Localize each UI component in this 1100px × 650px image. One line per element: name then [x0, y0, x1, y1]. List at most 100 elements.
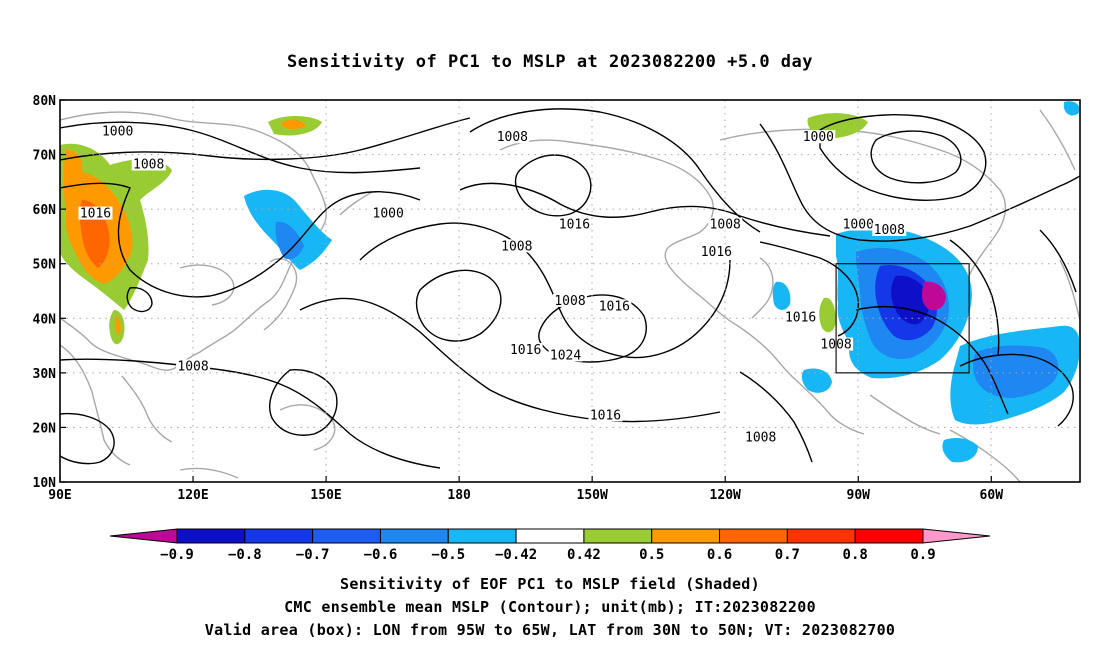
colorbar-swatch	[176, 528, 246, 544]
graticule	[60, 100, 1080, 482]
colorbar-high-extend	[922, 528, 991, 544]
shade-negative-greenland	[1064, 101, 1080, 116]
contour-label-bg	[78, 206, 113, 220]
contour-label-bg	[872, 222, 907, 236]
contour-label: 1016	[599, 299, 630, 314]
contour-label-bg	[708, 217, 743, 231]
contour-label-bg	[176, 359, 211, 373]
shade-positive-plains	[819, 297, 836, 333]
colorbar-level-label: −0.42	[495, 547, 537, 563]
colorbar-level-label: −0.9	[160, 547, 194, 563]
lat-tick-label: 40N	[33, 312, 57, 327]
lon-tick-label: 150E	[310, 488, 341, 503]
colorbar-level-label: 0.6	[707, 547, 732, 563]
colorbar-swatch	[854, 528, 924, 544]
contour-label: 1008	[745, 430, 776, 445]
colorbar-swatch	[786, 528, 856, 544]
valid-area-box	[835, 263, 970, 374]
colorbar-swatch	[379, 528, 449, 544]
contour-label: 1016	[785, 310, 816, 325]
colorbar-level-label: 0.7	[775, 547, 800, 563]
lon-tick-label: 120W	[710, 488, 741, 503]
contour-label: 1016	[559, 218, 590, 233]
map-panel: 1000 1008 1016 1000 1008 1016 1008 1008 1016 1016…	[59, 99, 1081, 483]
shade-positive-north-core	[282, 119, 306, 129]
lon-tick-label: 90W	[847, 488, 871, 503]
contour-label-bg	[499, 239, 534, 253]
colorbar	[109, 528, 991, 544]
lat-tick-label: 70N	[33, 149, 57, 164]
colorbar-level-label: 0.42	[567, 547, 601, 563]
colorbar-level-label: 0.9	[910, 547, 935, 563]
contour-label-bg	[553, 293, 587, 307]
colorbar-level-label: −0.6	[364, 547, 398, 563]
contour-label: 1000	[843, 218, 874, 233]
caption-line-3: Valid area (box): LON from 95W to 65W, L…	[205, 621, 895, 639]
contour-label: 1008	[497, 130, 528, 145]
contour-label: 1000	[102, 125, 133, 140]
shade-negative-japan-core	[275, 221, 304, 260]
lat-tick-label: 30N	[33, 367, 57, 382]
latitude-axis: 80N 70N 60N 50N 40N 30N 20N 10N	[33, 94, 66, 491]
lon-tick-label: 60W	[980, 488, 1004, 503]
colorbar-swatch	[244, 528, 314, 544]
contour-label-bg	[557, 217, 592, 231]
lon-tick-label: 180	[447, 488, 471, 503]
contour-label: 1008	[501, 239, 532, 254]
contour-label-bg	[100, 124, 135, 138]
contour-label: 1024	[550, 348, 581, 363]
shade-negative-na-extreme	[922, 281, 946, 311]
lat-tick-label: 50N	[33, 258, 57, 273]
contour-label: 1000	[373, 207, 404, 222]
colorbar-level-label: 0.8	[843, 547, 868, 563]
caption-line-2: CMC ensemble mean MSLP (Contour); unit(m…	[284, 598, 816, 616]
figure-title: Sensitivity of PC1 to MSLP at 2023082200…	[287, 52, 813, 72]
colorbar-swatch	[651, 528, 721, 544]
colorbar-swatch	[719, 528, 788, 544]
shade-negative-pacific-coast	[772, 281, 791, 310]
contour-label-bg	[371, 206, 406, 220]
shade-negative-caribbean	[942, 438, 978, 463]
contour-label-bg	[597, 299, 632, 313]
colorbar-swatch	[583, 528, 653, 544]
lon-tick-label: 150W	[577, 488, 608, 503]
contour-label: 1016	[590, 409, 621, 424]
contour-label: 1008	[133, 157, 164, 172]
colorbar-swatch	[312, 528, 381, 544]
mslp-contours	[60, 108, 1080, 469]
lat-tick-label: 10N	[33, 476, 57, 491]
colorbar-level-label: −0.5	[431, 547, 465, 563]
shade-positive-west-asia-south-core	[115, 316, 121, 335]
colorbar-level-label: 0.5	[639, 547, 664, 563]
contour-label-bg	[588, 408, 623, 422]
map-frame	[59, 99, 1081, 483]
contour-label-bg	[508, 343, 543, 357]
contour-label: 1008	[177, 359, 208, 374]
longitude-axis: 90E 120E 150E 180 150W 120W 90W 60W	[48, 476, 1003, 503]
contour-label: 1016	[80, 207, 111, 222]
contour-label: 1016	[510, 343, 541, 358]
shade-negative-atlantic-core	[973, 345, 1059, 398]
colorbar-swatch	[447, 528, 517, 544]
contour-label: 1008	[554, 294, 585, 309]
colorbar-swatch	[515, 528, 585, 544]
shade-negative-gulf	[801, 368, 832, 393]
lat-tick-label: 60N	[33, 203, 57, 218]
contour-label-bg	[801, 130, 836, 144]
contour-label: 1008	[710, 218, 741, 233]
colorbar-level-label: −0.7	[296, 547, 330, 563]
lat-tick-label: 20N	[33, 421, 57, 436]
contour-label: 1016	[701, 245, 732, 260]
contour-label-bg	[548, 348, 583, 362]
caption-line-1: Sensitivity of EOF PC1 to MSLP field (Sh…	[340, 575, 760, 593]
colorbar-labels: −0.9 −0.8 −0.7 −0.6 −0.5 −0.42 0.42 0.5 0.6 0.7 0.…	[160, 547, 936, 563]
contour-label-bg	[841, 217, 876, 231]
contour-label-bg	[699, 244, 734, 258]
lon-tick-label: 90E	[48, 488, 71, 503]
contour-label-bg	[495, 130, 530, 144]
lat-tick-label: 80N	[33, 94, 57, 109]
colorbar-level-label: −0.8	[228, 547, 262, 563]
colorbar-low-extend	[109, 528, 178, 544]
contour-labels: 1000 1008 1016 1000 1008 1016 1008 1008 1016 1016…	[78, 124, 907, 445]
